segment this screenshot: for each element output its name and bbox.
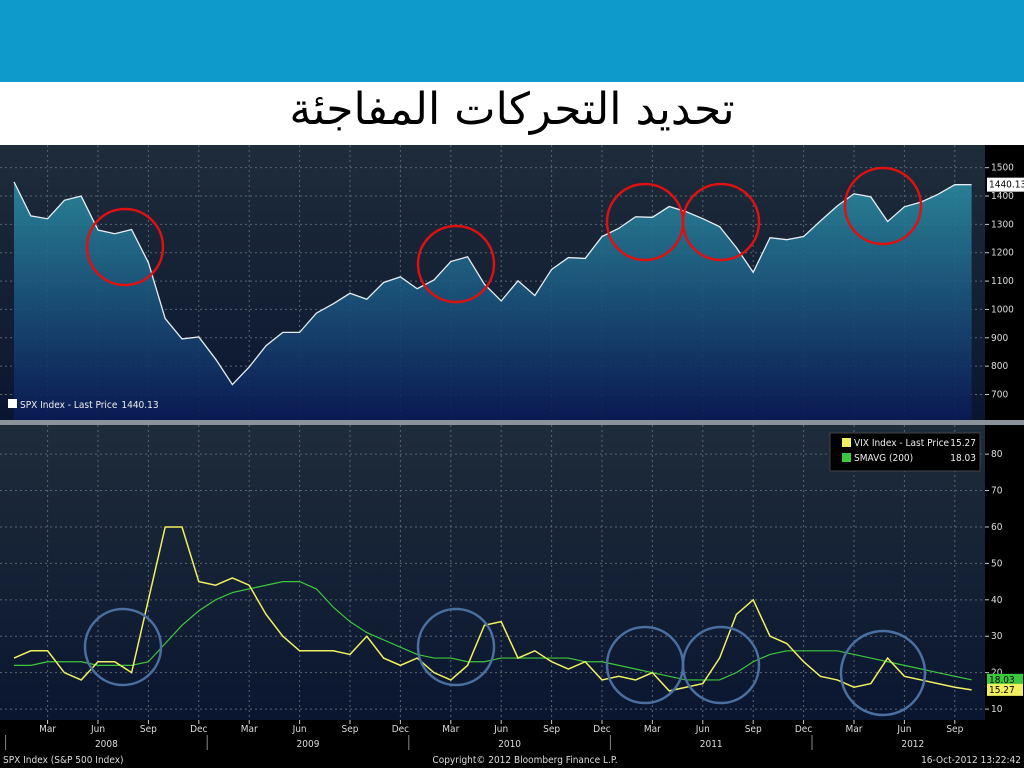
legend-value: 15.27 (950, 438, 976, 449)
x-tick-label: Sep (543, 724, 560, 735)
x-tick-label: Sep (140, 724, 157, 735)
year-label: 2009 (297, 739, 320, 750)
y-tick-label: 1200 (991, 248, 1014, 259)
axis-bg-2 (985, 425, 1024, 720)
highlight-circle (839, 629, 927, 717)
footer-center: Copyright© 2012 Bloomberg Finance L.P. (432, 755, 617, 766)
year-label: 2012 (901, 739, 924, 750)
y-tick-label: 900 (991, 333, 1008, 344)
title-area (0, 82, 1024, 145)
chart-1: 700 800 900 1000 1100 1200 1300 1400 1500 1440.13… (0, 145, 1024, 420)
legend-value: 1440.13 (121, 400, 158, 411)
y-tick-label: 20 (991, 668, 1003, 679)
y-tick-label: 60 (991, 522, 1003, 533)
y-tick-label: 1000 (991, 304, 1014, 315)
x-tick-label: Mar (39, 724, 56, 735)
x-tick-label: Mar (644, 724, 661, 735)
last-value-box (987, 673, 1023, 686)
highlight-circle (416, 224, 496, 304)
x-tick-label: Mar (442, 724, 459, 735)
x-tick-label: Jun (90, 724, 105, 735)
highlight-circle (83, 607, 163, 687)
slide-title: تحديد التحركات المفاجئة (289, 84, 734, 135)
x-axis-bg (0, 720, 1024, 768)
price-line (13, 181, 972, 386)
x-tick-label: Jun (292, 724, 307, 735)
x-tick-label: Mar (846, 724, 863, 735)
annotations (83, 166, 927, 717)
y-tick-label: 30 (991, 631, 1003, 642)
x-tick-label: Jun (493, 724, 508, 735)
x-tick-label: Dec (593, 724, 610, 735)
x-tick-label: Sep (946, 724, 963, 735)
highlight-circle (416, 607, 496, 687)
highlight-circle (681, 182, 761, 262)
last-price-box (987, 177, 1024, 192)
header-band (0, 0, 1024, 82)
plot-bg-2 (0, 425, 985, 720)
x-tick-label: Mar (241, 724, 258, 735)
y-tick-label: 1300 (991, 219, 1014, 230)
legend-value: 18.03 (950, 453, 976, 464)
area-fill (14, 181, 972, 420)
x-tick-label: Sep (342, 724, 359, 735)
legend-label: VIX Index - Last Price (854, 438, 950, 449)
series-line (13, 526, 972, 692)
legend-name: SPX Index - Last Price (20, 400, 118, 411)
legend-swatch (842, 438, 851, 447)
y-tick-label: 50 (991, 558, 1003, 569)
y-tick-label: 70 (991, 486, 1003, 497)
x-tick-label: Dec (795, 724, 812, 735)
x-tick-label: Dec (392, 724, 409, 735)
highlight-circle (843, 166, 923, 246)
y-tick-label: 1400 (991, 191, 1014, 202)
y-tick-label: 10 (991, 704, 1003, 715)
footer-right: 16-Oct-2012 13:22:42 (921, 755, 1021, 766)
x-tick-label: Jun (896, 724, 911, 735)
footer-left: SPX Index (S&P 500 Index) (3, 755, 124, 766)
year-label: 2008 (95, 739, 118, 750)
legend-swatch (842, 453, 851, 462)
legend-bg (829, 432, 981, 472)
y-tick-label: 700 (991, 389, 1008, 400)
highlight-circle (681, 625, 761, 705)
x-tick-label: Sep (745, 724, 762, 735)
y-tick-label: 1100 (991, 276, 1014, 287)
last-value-label: 15.27 (989, 685, 1015, 696)
y-tick-label: 40 (991, 595, 1003, 606)
highlight-circle (85, 207, 165, 287)
last-value-label: 18.03 (989, 675, 1015, 686)
legend-swatch (8, 399, 17, 408)
y-tick-label: 80 (991, 449, 1003, 460)
x-tick-label: Dec (190, 724, 207, 735)
y-tick-label: 1500 (991, 163, 1014, 174)
year-label: 2010 (498, 739, 521, 750)
last-price-label: 1440.13 (989, 180, 1024, 191)
legend-label: SPX Index - Last Price 1440.13 (20, 400, 159, 411)
legend-label: SMAVG (200) (854, 453, 913, 464)
separator (0, 420, 1024, 425)
x-tick-label: Jun (695, 724, 710, 735)
y-tick-label: 800 (991, 361, 1008, 372)
year-label: 2011 (700, 739, 723, 750)
last-value-box (987, 683, 1023, 696)
